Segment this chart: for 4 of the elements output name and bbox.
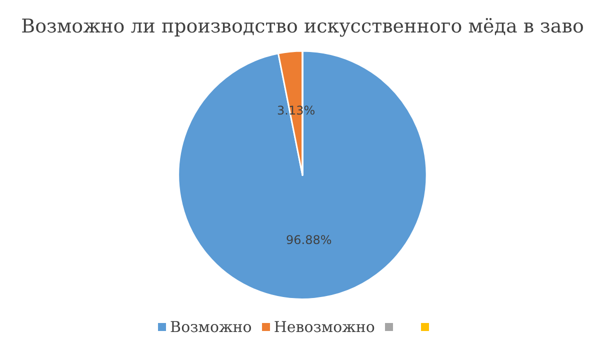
data-label: 96.88% (286, 232, 332, 247)
legend-label: Возможно (170, 318, 252, 336)
legend-label: Невозможно (274, 318, 375, 336)
chart-title: Возможно ли производство искусственного мёда в заво (21, 16, 584, 38)
